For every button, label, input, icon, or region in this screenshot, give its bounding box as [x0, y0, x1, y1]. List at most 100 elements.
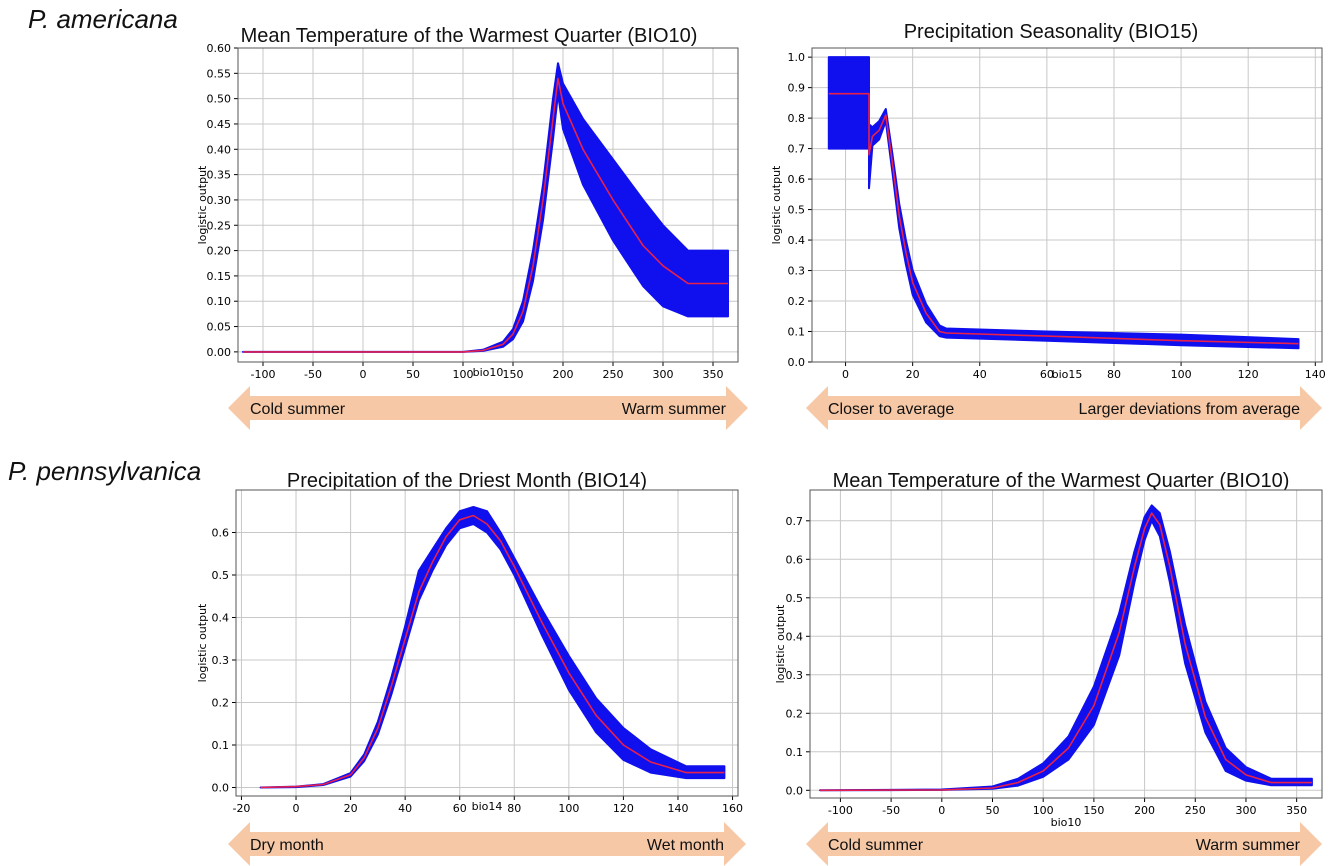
y-tick-label: 0.6 — [212, 527, 230, 540]
arrow-right-label: Wet month — [647, 837, 724, 854]
y-tick-label: 0.10 — [207, 295, 232, 308]
x-tick-label: 60 — [453, 802, 467, 815]
x-tick-label: 120 — [613, 802, 634, 815]
x-tick-label: 250 — [1185, 804, 1206, 817]
plot-background — [238, 48, 738, 362]
x-tick-label: -20 — [232, 802, 250, 815]
gradient-arrow — [806, 822, 1322, 866]
x-tick-label: 100 — [1171, 368, 1192, 381]
y-tick-label: 0.5 — [788, 204, 806, 217]
chart-panel-bio14-pennsylvanica: Precipitation of the Driest Month (BIO14… — [196, 470, 746, 866]
y-tick-label: 0.7 — [788, 143, 806, 156]
plot-frame — [235, 489, 739, 797]
x-tick-label: 0 — [360, 368, 367, 381]
y-tick-label: 0.8 — [788, 112, 806, 125]
mean-response-line — [243, 77, 728, 353]
plot-area: -100 -50 0 50 100 150 200 250 300 350 0.00 0.05 0.10… — [196, 42, 748, 430]
plot-frame — [811, 47, 1323, 363]
x-tick-label: 200 — [1134, 804, 1155, 817]
y-tick-label: 1.0 — [788, 51, 806, 64]
x-tick-label: -50 — [304, 368, 322, 381]
y-tick-label: 0.6 — [788, 173, 806, 186]
mean-response-line — [820, 512, 1312, 792]
x-tick-label: 350 — [1286, 804, 1307, 817]
x-tick-label: 40 — [398, 802, 412, 815]
gradient-arrow — [228, 822, 746, 866]
x-tick-label: 100 — [1033, 804, 1054, 817]
chart-panel-bio15-americana: Precipitation Seasonality (BIO15) 0 20 40 6… — [770, 21, 1326, 430]
x-tick-label: 100 — [453, 368, 474, 381]
x-tick-label: -50 — [882, 804, 900, 817]
y-tick-label: 0.0 — [212, 782, 230, 795]
plot-background — [236, 490, 738, 796]
y-tick-label: 0.25 — [207, 219, 232, 232]
x-tick-label: 150 — [1083, 804, 1104, 817]
mean-response-line — [828, 92, 1299, 345]
y-tick-label: 0.50 — [207, 93, 232, 106]
x-axis-label: bio10 — [1051, 816, 1082, 829]
y-tick-label: 0.4 — [788, 234, 806, 247]
x-tick-label: -100 — [251, 368, 276, 381]
plot-frame — [237, 47, 739, 363]
y-axis-label: logistic output — [770, 165, 783, 244]
arrow-right-label: Warm summer — [622, 401, 727, 418]
y-tick-label: 0.1 — [788, 326, 806, 339]
y-tick-label: 0.45 — [207, 118, 232, 131]
plot-area: -100 -50 0 50 100 150 200 250 300 350 0.0 0.1 0.2 0.3… — [774, 489, 1323, 866]
chart-title: Precipitation Seasonality (BIO15) — [904, 21, 1199, 43]
y-tick-label: 0.1 — [786, 746, 804, 759]
y-tick-label: 0.15 — [207, 270, 232, 283]
y-tick-label: 0.5 — [212, 569, 230, 582]
y-axis-label: logistic output — [774, 604, 787, 683]
y-tick-label: 0.30 — [207, 194, 232, 207]
y-tick-label: 0.3 — [212, 654, 230, 667]
y-tick-label: 0.3 — [786, 669, 804, 682]
plot-frame — [809, 489, 1323, 799]
gradient-arrow — [806, 386, 1322, 430]
x-tick-label: 200 — [553, 368, 574, 381]
x-tick-label: 80 — [507, 802, 521, 815]
x-tick-label: 120 — [1238, 368, 1259, 381]
y-tick-label: 0.05 — [207, 321, 232, 334]
arrow-left-label: Dry month — [250, 837, 324, 854]
y-tick-label: 0.9 — [788, 82, 806, 95]
chart-title: Mean Temperature of the Warmest Quarter … — [241, 25, 698, 47]
x-tick-label: 40 — [973, 368, 987, 381]
x-axis-label: bio14 — [472, 800, 503, 813]
y-tick-label: 0.5 — [786, 592, 804, 605]
x-tick-label: 250 — [603, 368, 624, 381]
y-axis-label: logistic output — [196, 165, 209, 244]
chart-title: Precipitation of the Driest Month (BIO14… — [287, 470, 647, 492]
arrow-right-label: Warm summer — [1196, 837, 1301, 854]
x-tick-label: 160 — [722, 802, 743, 815]
arrow-left-label: Cold summer — [250, 401, 346, 418]
y-tick-label: 0.3 — [788, 265, 806, 278]
y-tick-label: 0.55 — [207, 67, 232, 80]
y-tick-label: 0.4 — [786, 630, 804, 643]
x-axis-label: bio10 — [473, 366, 504, 379]
x-tick-label: 140 — [667, 802, 688, 815]
chart-panel-bio10-pennsylvanica: Mean Temperature of the Warmest Quarter … — [774, 470, 1323, 866]
plot-area: -20 0 20 40 60 80 100 120 140 160 0.0 0.1 0.2 0.3 0.4 0… — [196, 489, 746, 866]
x-tick-label: 50 — [406, 368, 420, 381]
y-tick-label: 0.0 — [786, 784, 804, 797]
y-tick-label: 0.35 — [207, 169, 232, 182]
y-tick-label: 0.6 — [786, 553, 804, 566]
y-tick-label: 0.40 — [207, 143, 232, 156]
x-tick-label: 0 — [938, 804, 945, 817]
x-tick-label: 20 — [344, 802, 358, 815]
arrow-left-label: Closer to average — [828, 401, 954, 418]
x-tick-label: 60 — [1040, 368, 1054, 381]
y-tick-label: 0.2 — [786, 707, 804, 720]
chart-title: Mean Temperature of the Warmest Quarter … — [833, 470, 1290, 492]
x-tick-label: 140 — [1305, 368, 1326, 381]
y-tick-label: 0.4 — [212, 612, 230, 625]
y-tick-label: 0.0 — [788, 356, 806, 369]
y-tick-label: 0.2 — [788, 295, 806, 308]
x-tick-label: 350 — [703, 368, 724, 381]
y-tick-label: 0.1 — [212, 739, 230, 752]
chart-panel-bio10-americana: Mean Temperature of the Warmest Quarter … — [196, 25, 748, 430]
mean-response-line — [260, 514, 725, 789]
x-tick-label: 0 — [842, 368, 849, 381]
